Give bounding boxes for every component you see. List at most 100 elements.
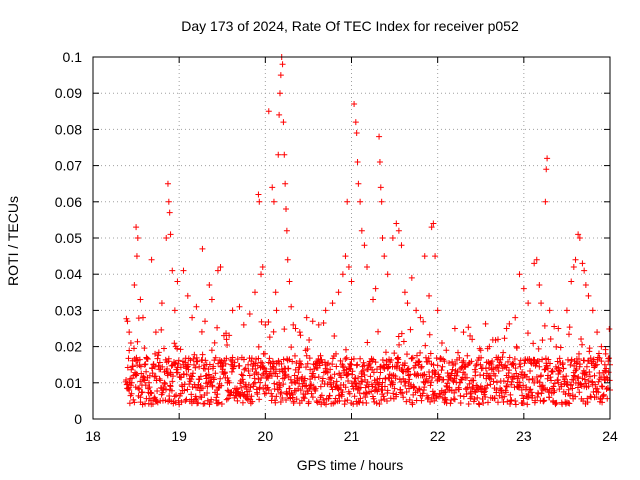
data-point	[218, 382, 225, 389]
data-point	[567, 392, 574, 399]
data-point	[385, 374, 392, 381]
data-point	[324, 381, 331, 388]
data-point	[292, 325, 299, 332]
data-point	[554, 358, 561, 365]
data-point	[258, 318, 265, 325]
data-point	[362, 394, 369, 401]
x-tick-label: 23	[516, 428, 532, 444]
data-point	[378, 198, 385, 205]
data-point	[360, 359, 367, 366]
data-point	[322, 307, 329, 314]
data-point	[189, 373, 196, 380]
data-point	[438, 339, 445, 346]
y-tick-label: 0.05	[55, 230, 82, 246]
data-point	[364, 378, 371, 385]
data-point	[491, 395, 498, 402]
data-point	[262, 321, 269, 328]
data-point	[288, 344, 295, 351]
data-point	[519, 392, 526, 399]
data-point	[185, 366, 192, 373]
data-point	[357, 355, 364, 362]
data-point	[329, 300, 336, 307]
data-point	[578, 336, 585, 343]
data-point	[183, 371, 190, 378]
data-point	[602, 346, 609, 353]
data-point	[190, 356, 197, 363]
data-point	[202, 318, 209, 325]
data-point	[152, 350, 159, 357]
data-point	[272, 289, 279, 296]
data-point	[588, 394, 595, 401]
data-point	[497, 385, 504, 392]
data-point	[527, 386, 534, 393]
data-point	[487, 372, 494, 379]
data-point	[162, 380, 169, 387]
data-point	[352, 383, 359, 390]
data-point	[443, 347, 450, 354]
data-point	[589, 307, 596, 314]
data-point	[134, 235, 141, 241]
data-point	[195, 399, 202, 406]
data-point	[600, 391, 607, 398]
data-point	[551, 323, 558, 330]
data-point	[174, 278, 181, 285]
data-point	[295, 385, 302, 392]
data-point	[398, 242, 405, 249]
data-point	[135, 315, 142, 322]
data-point	[208, 347, 215, 354]
data-point	[531, 379, 538, 386]
data-point	[134, 338, 141, 345]
data-point	[265, 108, 272, 115]
data-point	[303, 314, 310, 321]
data-point	[277, 382, 284, 389]
data-point	[547, 335, 554, 342]
data-point	[283, 227, 290, 234]
data-point	[205, 366, 212, 373]
data-point	[401, 289, 408, 296]
data-point	[124, 364, 131, 371]
data-point	[417, 349, 424, 356]
data-point	[237, 393, 244, 400]
data-point	[189, 370, 196, 377]
data-point	[159, 363, 166, 370]
data-point	[538, 300, 545, 307]
data-point	[547, 374, 554, 381]
data-point	[354, 158, 361, 165]
data-point	[270, 360, 277, 367]
data-point	[298, 397, 305, 404]
data-point	[331, 333, 338, 340]
data-point	[503, 383, 510, 390]
data-point	[539, 382, 546, 389]
data-point	[210, 363, 217, 370]
data-point	[148, 390, 155, 397]
data-point	[470, 377, 477, 384]
data-point	[355, 398, 362, 405]
data-point	[455, 349, 462, 356]
data-point	[512, 365, 519, 372]
data-point	[587, 355, 594, 362]
data-point	[385, 364, 392, 371]
grid-lines	[93, 57, 610, 419]
data-point	[184, 292, 191, 299]
data-point	[255, 343, 262, 350]
data-point	[238, 371, 245, 378]
data-point	[352, 119, 359, 126]
data-point	[546, 394, 553, 401]
data-point	[449, 366, 456, 373]
y-tick-label: 0.01	[55, 375, 82, 391]
data-point	[540, 385, 547, 392]
data-point	[532, 397, 539, 404]
data-point	[268, 390, 275, 397]
data-point	[206, 282, 213, 289]
data-point	[335, 289, 342, 296]
data-point	[585, 292, 592, 299]
data-point	[206, 361, 213, 368]
data-point	[154, 355, 161, 362]
data-point	[500, 377, 507, 384]
data-point	[249, 398, 256, 405]
data-point	[276, 111, 283, 118]
data-point	[209, 383, 216, 390]
data-point	[153, 398, 160, 405]
data-point	[595, 350, 602, 357]
data-point	[200, 362, 207, 369]
